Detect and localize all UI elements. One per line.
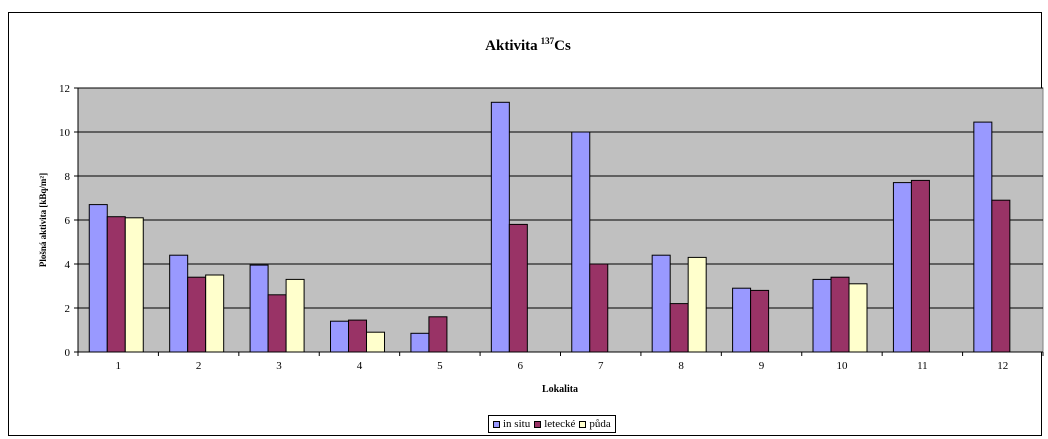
bar-půda — [366, 331, 386, 353]
x-tick-label: 6 — [518, 360, 524, 372]
x-tick-label: 11 — [917, 360, 928, 372]
y-tick-label: 4 — [65, 259, 71, 271]
x-tick-label: 3 — [276, 360, 282, 372]
x-tick-label: 2 — [196, 360, 202, 372]
bar-půda — [124, 217, 144, 353]
legend-label: letecké — [544, 418, 576, 430]
legend-swatch — [534, 420, 542, 428]
legend-swatch — [493, 420, 500, 428]
bar-in-situ — [732, 287, 752, 353]
axes — [74, 87, 1044, 356]
gridlines — [78, 87, 1043, 309]
chart-title-suffix: Cs — [554, 38, 571, 54]
chart-title-main: Aktivita — [485, 38, 538, 54]
x-axis-label: Lokalita — [542, 384, 578, 395]
bar-in-situ — [410, 332, 430, 353]
bar-in-situ — [571, 131, 591, 353]
bar-letecké — [428, 316, 448, 353]
y-tick-label: 12 — [59, 83, 70, 95]
bar-in-situ — [330, 320, 350, 353]
legend-item: letecké — [534, 418, 575, 430]
chart-title-superscript: 137 — [541, 36, 555, 46]
x-tick-label: 8 — [678, 360, 684, 372]
legend-item: in situ — [493, 418, 530, 430]
legend-item: půda — [579, 418, 611, 430]
bar-letecké — [508, 223, 528, 353]
x-tick-label: 1 — [115, 360, 121, 372]
bar-in-situ — [973, 121, 993, 353]
bar-in-situ — [490, 101, 510, 353]
y-tick-label: 2 — [65, 303, 71, 315]
bar-letecké — [589, 263, 609, 353]
y-tick-label: 0 — [65, 347, 71, 359]
bar-letecké — [991, 199, 1011, 353]
y-tick-label: 8 — [65, 171, 71, 183]
bar-letecké — [669, 303, 689, 353]
bar-in-situ — [88, 204, 108, 353]
x-tick-label: 9 — [759, 360, 765, 372]
bar-letecké — [348, 319, 368, 353]
y-tick-label: 10 — [59, 127, 71, 139]
bar-půda — [848, 283, 868, 353]
bar-letecké — [106, 216, 126, 353]
legend-label: půda — [589, 418, 611, 430]
bar-letecké — [267, 294, 287, 353]
bar-in-situ — [169, 254, 189, 353]
legend-swatch — [579, 420, 587, 428]
bar-in-situ — [812, 278, 832, 353]
bar-in-situ — [651, 254, 671, 353]
bar-letecké — [910, 179, 930, 353]
bar-letecké — [187, 276, 207, 353]
chart-title: Aktivita 137Cs — [485, 36, 571, 54]
bar-in-situ — [892, 182, 912, 353]
bar-letecké — [750, 289, 770, 353]
x-tick-label: 5 — [437, 360, 443, 372]
y-axis-label: Plošná aktivita [kBq/m²] — [38, 173, 48, 267]
legend: in situ letecké půda — [488, 415, 616, 433]
legend-label: in situ — [503, 418, 531, 430]
x-tick-label: 4 — [357, 360, 363, 372]
x-tick-labels: 1 2 3 4 5 6 7 8 9 10 11 12 — [115, 360, 1008, 372]
bar-letecké — [830, 276, 850, 353]
bar-series — [88, 101, 1011, 353]
y-tick-labels: 0 2 4 6 8 10 12 — [59, 83, 71, 359]
x-tick-label: 10 — [836, 360, 848, 372]
x-tick-label: 7 — [598, 360, 604, 372]
bar-půda — [285, 278, 305, 353]
y-tick-label: 6 — [65, 215, 71, 227]
bar-in-situ — [249, 264, 269, 353]
bar-půda — [687, 256, 707, 353]
bar-půda — [205, 274, 225, 353]
x-tick-label: 12 — [997, 360, 1008, 372]
